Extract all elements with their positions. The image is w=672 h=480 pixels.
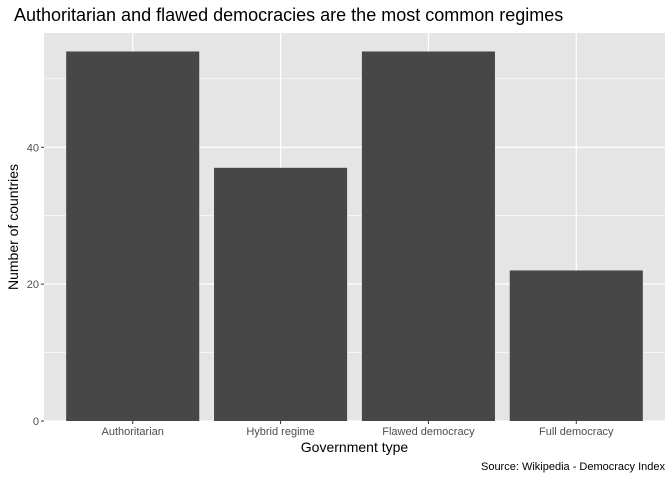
chart-title: Authoritarian and flawed democracies are…: [14, 5, 563, 25]
x-tick-label: Authoritarian: [102, 426, 164, 438]
x-tick-label: Hybrid regime: [246, 426, 314, 438]
y-tick-label: 0: [33, 416, 39, 428]
x-axis-title: Government type: [301, 439, 409, 455]
bar-flawed-democracy: [361, 51, 495, 421]
bar-full-democracy: [509, 270, 643, 421]
y-tick-label: 40: [27, 142, 39, 154]
y-axis-ticks: 0 20 40: [27, 142, 44, 428]
x-tick-label: Full democracy: [539, 426, 614, 438]
x-axis-ticks: Authoritarian Hybrid regime Flawed democra…: [102, 421, 614, 438]
x-tick-label: Flawed democracy: [382, 426, 475, 438]
bar-hybrid-regime: [214, 167, 348, 421]
y-axis-title: Number of countries: [5, 164, 21, 290]
y-tick-label: 20: [27, 279, 39, 291]
bar-authoritarian: [66, 51, 200, 421]
bars: [66, 51, 643, 421]
chart-caption: Source: Wikipedia - Democracy Index: [481, 461, 666, 473]
